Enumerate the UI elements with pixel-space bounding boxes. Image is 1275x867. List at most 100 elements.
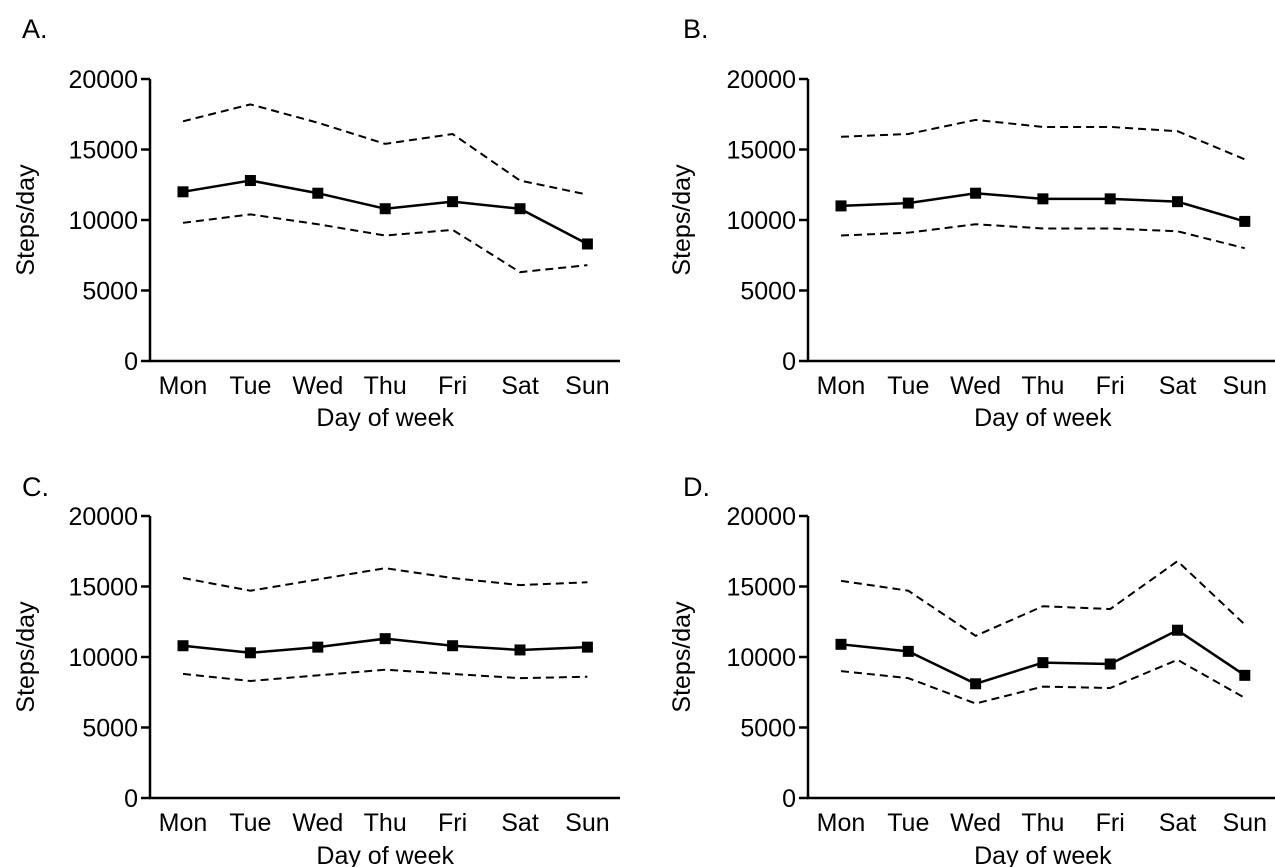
panel-c-y-tick-label: 15000: [68, 574, 138, 602]
panel-a-x-axis-title: Day of week: [316, 404, 454, 432]
panel-c-x-tick-label: Sun: [565, 809, 609, 837]
panel-b-lower-line: [840, 223, 1246, 250]
panel-b-y-tick-label: 20000: [726, 66, 796, 94]
panel-b-x-tick-label: Sat: [1159, 372, 1197, 400]
panel-b-mean-point: [1239, 215, 1251, 227]
panel-b-x-axis-title: Day of week: [974, 404, 1112, 432]
panel-c: C. 0 5000 10000 15000 20000 Mon Tue Wed Thu Fri Sat…: [12, 472, 620, 867]
panel-d-mean-point: [1037, 657, 1049, 669]
panel-d-x-tick-label: Tue: [887, 809, 929, 837]
panel-c-mean-point: [581, 641, 593, 653]
panel-b-x-tick-label: Tue: [887, 372, 929, 400]
panel-a-mean-point: [514, 203, 526, 215]
panel-b-x-tick-label: Wed: [950, 372, 1001, 400]
panel-a-x-tick-label: Tue: [229, 372, 271, 400]
panel-a-x-tick-label: Sun: [565, 372, 609, 400]
panel-b-y-tick-label: 5000: [740, 278, 796, 306]
panel-c-mean-point: [514, 644, 526, 656]
panel-b-mean-point: [970, 187, 982, 199]
panel-c-label: C.: [22, 472, 49, 502]
panel-a-y-tick-label: 0: [124, 348, 138, 376]
panel-b: B. 0 5000 10000 15000 20000 Mon Tue Wed Thu Fri Sat…: [668, 14, 1275, 432]
panel-a-upper-line: [182, 103, 588, 196]
panel-a-mean-point: [244, 175, 256, 187]
panel-d-y-tick-label: 20000: [726, 503, 796, 531]
panel-c-lower-line: [182, 668, 588, 682]
panel-c-mean-point: [312, 641, 324, 653]
panel-a-lower-line: [182, 213, 588, 274]
panel-c-mean-point: [379, 633, 391, 645]
panel-d-mean-point: [970, 678, 982, 690]
panel-c-mean-point: [177, 640, 189, 652]
panel-a-y-tick-label: 15000: [68, 137, 138, 165]
panel-c-x-tick-label: Tue: [229, 809, 271, 837]
panel-d: D. 0 5000 10000 15000 20000 Mon Tue Wed Thu Fri Sat…: [668, 472, 1275, 867]
panel-d-y-tick-label: 0: [782, 785, 796, 813]
panel-c-y-tick-label: 20000: [68, 503, 138, 531]
panel-c-y-tick-label: 0: [124, 785, 138, 813]
panel-d-mean-point: [1104, 658, 1116, 670]
panel-b-x-tick-label: Mon: [817, 372, 866, 400]
panel-b-mean-point: [1037, 193, 1049, 205]
panel-a-mean-point: [177, 186, 189, 198]
panel-a-x-tick-label: Sat: [501, 372, 539, 400]
panel-c-mean-point: [244, 647, 256, 659]
panel-b-y-tick-label: 10000: [726, 207, 796, 235]
panel-d-x-tick-label: Wed: [950, 809, 1001, 837]
panel-c-mean-point: [447, 640, 459, 652]
panel-c-y-tick-label: 5000: [82, 715, 138, 743]
panel-d-mean-point: [1239, 669, 1251, 681]
panel-d-x-tick-label: Thu: [1021, 809, 1064, 837]
panel-d-mean-point: [835, 638, 847, 650]
panel-b-x-tick-label: Sun: [1223, 372, 1267, 400]
panel-c-upper-line: [182, 567, 588, 592]
panel-d-x-tick-label: Sun: [1223, 809, 1267, 837]
panel-b-y-tick-label: 15000: [726, 137, 796, 165]
panel-d-x-axis-title: Day of week: [974, 842, 1112, 867]
panel-c-y-axis-title: Steps/day: [12, 601, 40, 713]
panel-a-y-axis-title: Steps/day: [12, 164, 40, 276]
panel-a-mean-point: [447, 196, 459, 208]
panel-b-mean-point: [835, 200, 847, 212]
panel-a-y-tick-label: 5000: [82, 278, 138, 306]
panel-a-mean-point: [581, 238, 593, 250]
panel-c-x-tick-label: Sat: [501, 809, 539, 837]
panel-a-label: A.: [22, 14, 48, 44]
panel-d-upper-line: [840, 559, 1246, 637]
panel-a-y-tick-label: 20000: [68, 66, 138, 94]
panel-c-y-tick-label: 10000: [68, 644, 138, 672]
panel-c-x-tick-label: Fri: [438, 809, 467, 837]
panel-d-lower-line: [840, 658, 1246, 705]
panel-c-x-tick-label: Mon: [159, 809, 208, 837]
panel-a-x-tick-label: Mon: [159, 372, 208, 400]
panel-b-mean-point: [902, 197, 914, 209]
panel-d-x-tick-label: Sat: [1159, 809, 1197, 837]
panel-a-y-tick-label: 10000: [68, 207, 138, 235]
panel-d-x-tick-label: Fri: [1096, 809, 1125, 837]
panel-b-x-tick-label: Fri: [1096, 372, 1125, 400]
panel-b-mean-point: [1172, 196, 1183, 208]
panel-c-x-tick-label: Thu: [364, 809, 407, 837]
panel-a-x-tick-label: Fri: [438, 372, 467, 400]
panel-b-y-axis-title: Steps/day: [668, 164, 696, 276]
panel-a-mean-point: [312, 187, 324, 199]
panel-d-y-tick-label: 5000: [740, 715, 796, 743]
panel-d-x-tick-label: Mon: [817, 809, 866, 837]
panel-c-x-axis-title: Day of week: [316, 842, 454, 867]
panel-d-label: D.: [683, 472, 710, 502]
panel-a: A. 0 5000 10000 15000 20000 Mon Tue Wed Thu Fri Sat…: [12, 14, 620, 432]
panel-d-y-tick-label: 15000: [726, 574, 796, 602]
panel-a-x-tick-label: Wed: [292, 372, 343, 400]
panel-a-x-tick-label: Thu: [364, 372, 407, 400]
panel-d-mean-point: [902, 645, 914, 657]
panel-d-mean-line: [840, 628, 1246, 686]
panel-d-y-axis-title: Steps/day: [668, 601, 696, 713]
panel-c-x-tick-label: Wed: [292, 809, 343, 837]
panel-d-mean-point: [1172, 624, 1183, 636]
panel-d-y-tick-label: 10000: [726, 644, 796, 672]
panel-b-x-tick-label: Thu: [1021, 372, 1064, 400]
panel-a-mean-point: [379, 203, 391, 215]
panel-b-y-tick-label: 0: [782, 348, 796, 376]
panel-b-label: B.: [683, 14, 709, 44]
